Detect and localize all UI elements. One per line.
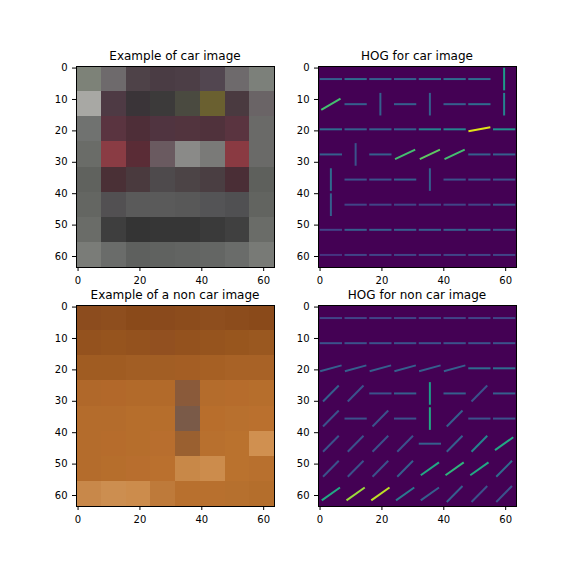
svg-text:60: 60 xyxy=(55,490,68,501)
svg-text:0: 0 xyxy=(61,62,67,73)
html-text:HOG for non car image: HOG for non car image xyxy=(347,288,487,302)
svg-text:60: 60 xyxy=(257,514,270,525)
svg-text:0: 0 xyxy=(317,514,323,525)
svg-text:60: 60 xyxy=(499,275,512,286)
svg-text:10: 10 xyxy=(297,333,310,344)
svg-text:10: 10 xyxy=(55,94,68,105)
svg-text:60: 60 xyxy=(257,275,270,286)
svg-text:50: 50 xyxy=(55,458,68,469)
svg-text:60: 60 xyxy=(297,251,310,262)
svg-text:10: 10 xyxy=(55,333,68,344)
svg-text:50: 50 xyxy=(55,219,68,230)
svg-text:40: 40 xyxy=(437,514,450,525)
svg-text:60: 60 xyxy=(499,514,512,525)
svg-text:50: 50 xyxy=(297,458,310,469)
svg-text:0: 0 xyxy=(303,301,309,312)
svg-text:20: 20 xyxy=(55,364,68,375)
svg-text:40: 40 xyxy=(195,275,208,286)
svg-text:0: 0 xyxy=(75,275,81,286)
html-text:HOG for car image: HOG for car image xyxy=(361,49,473,63)
svg-text:30: 30 xyxy=(297,156,310,167)
svg-text:40: 40 xyxy=(55,188,68,199)
svg-text:60: 60 xyxy=(297,490,310,501)
svg-text:40: 40 xyxy=(437,275,450,286)
svg-text:40: 40 xyxy=(195,514,208,525)
svg-text:30: 30 xyxy=(55,395,68,406)
svg-text:60: 60 xyxy=(55,251,68,262)
svg-text:0: 0 xyxy=(61,301,67,312)
svg-text:40: 40 xyxy=(55,427,68,438)
svg-text:20: 20 xyxy=(134,275,147,286)
svg-text:20: 20 xyxy=(134,514,147,525)
svg-text:0: 0 xyxy=(303,62,309,73)
svg-text:20: 20 xyxy=(376,275,389,286)
svg-text:10: 10 xyxy=(297,94,310,105)
svg-text:40: 40 xyxy=(297,427,310,438)
svg-text:30: 30 xyxy=(55,156,68,167)
svg-text:0: 0 xyxy=(75,514,81,525)
html-text:Example of car image: Example of car image xyxy=(109,49,241,63)
html-text:Example of a non car image: Example of a non car image xyxy=(90,288,260,302)
svg-text:40: 40 xyxy=(297,188,310,199)
svg-text:50: 50 xyxy=(297,219,310,230)
svg-text:20: 20 xyxy=(55,125,68,136)
svg-text:20: 20 xyxy=(297,364,310,375)
svg-text:20: 20 xyxy=(376,514,389,525)
svg-text:30: 30 xyxy=(297,395,310,406)
svg-text:0: 0 xyxy=(317,275,323,286)
svg-text:20: 20 xyxy=(297,125,310,136)
